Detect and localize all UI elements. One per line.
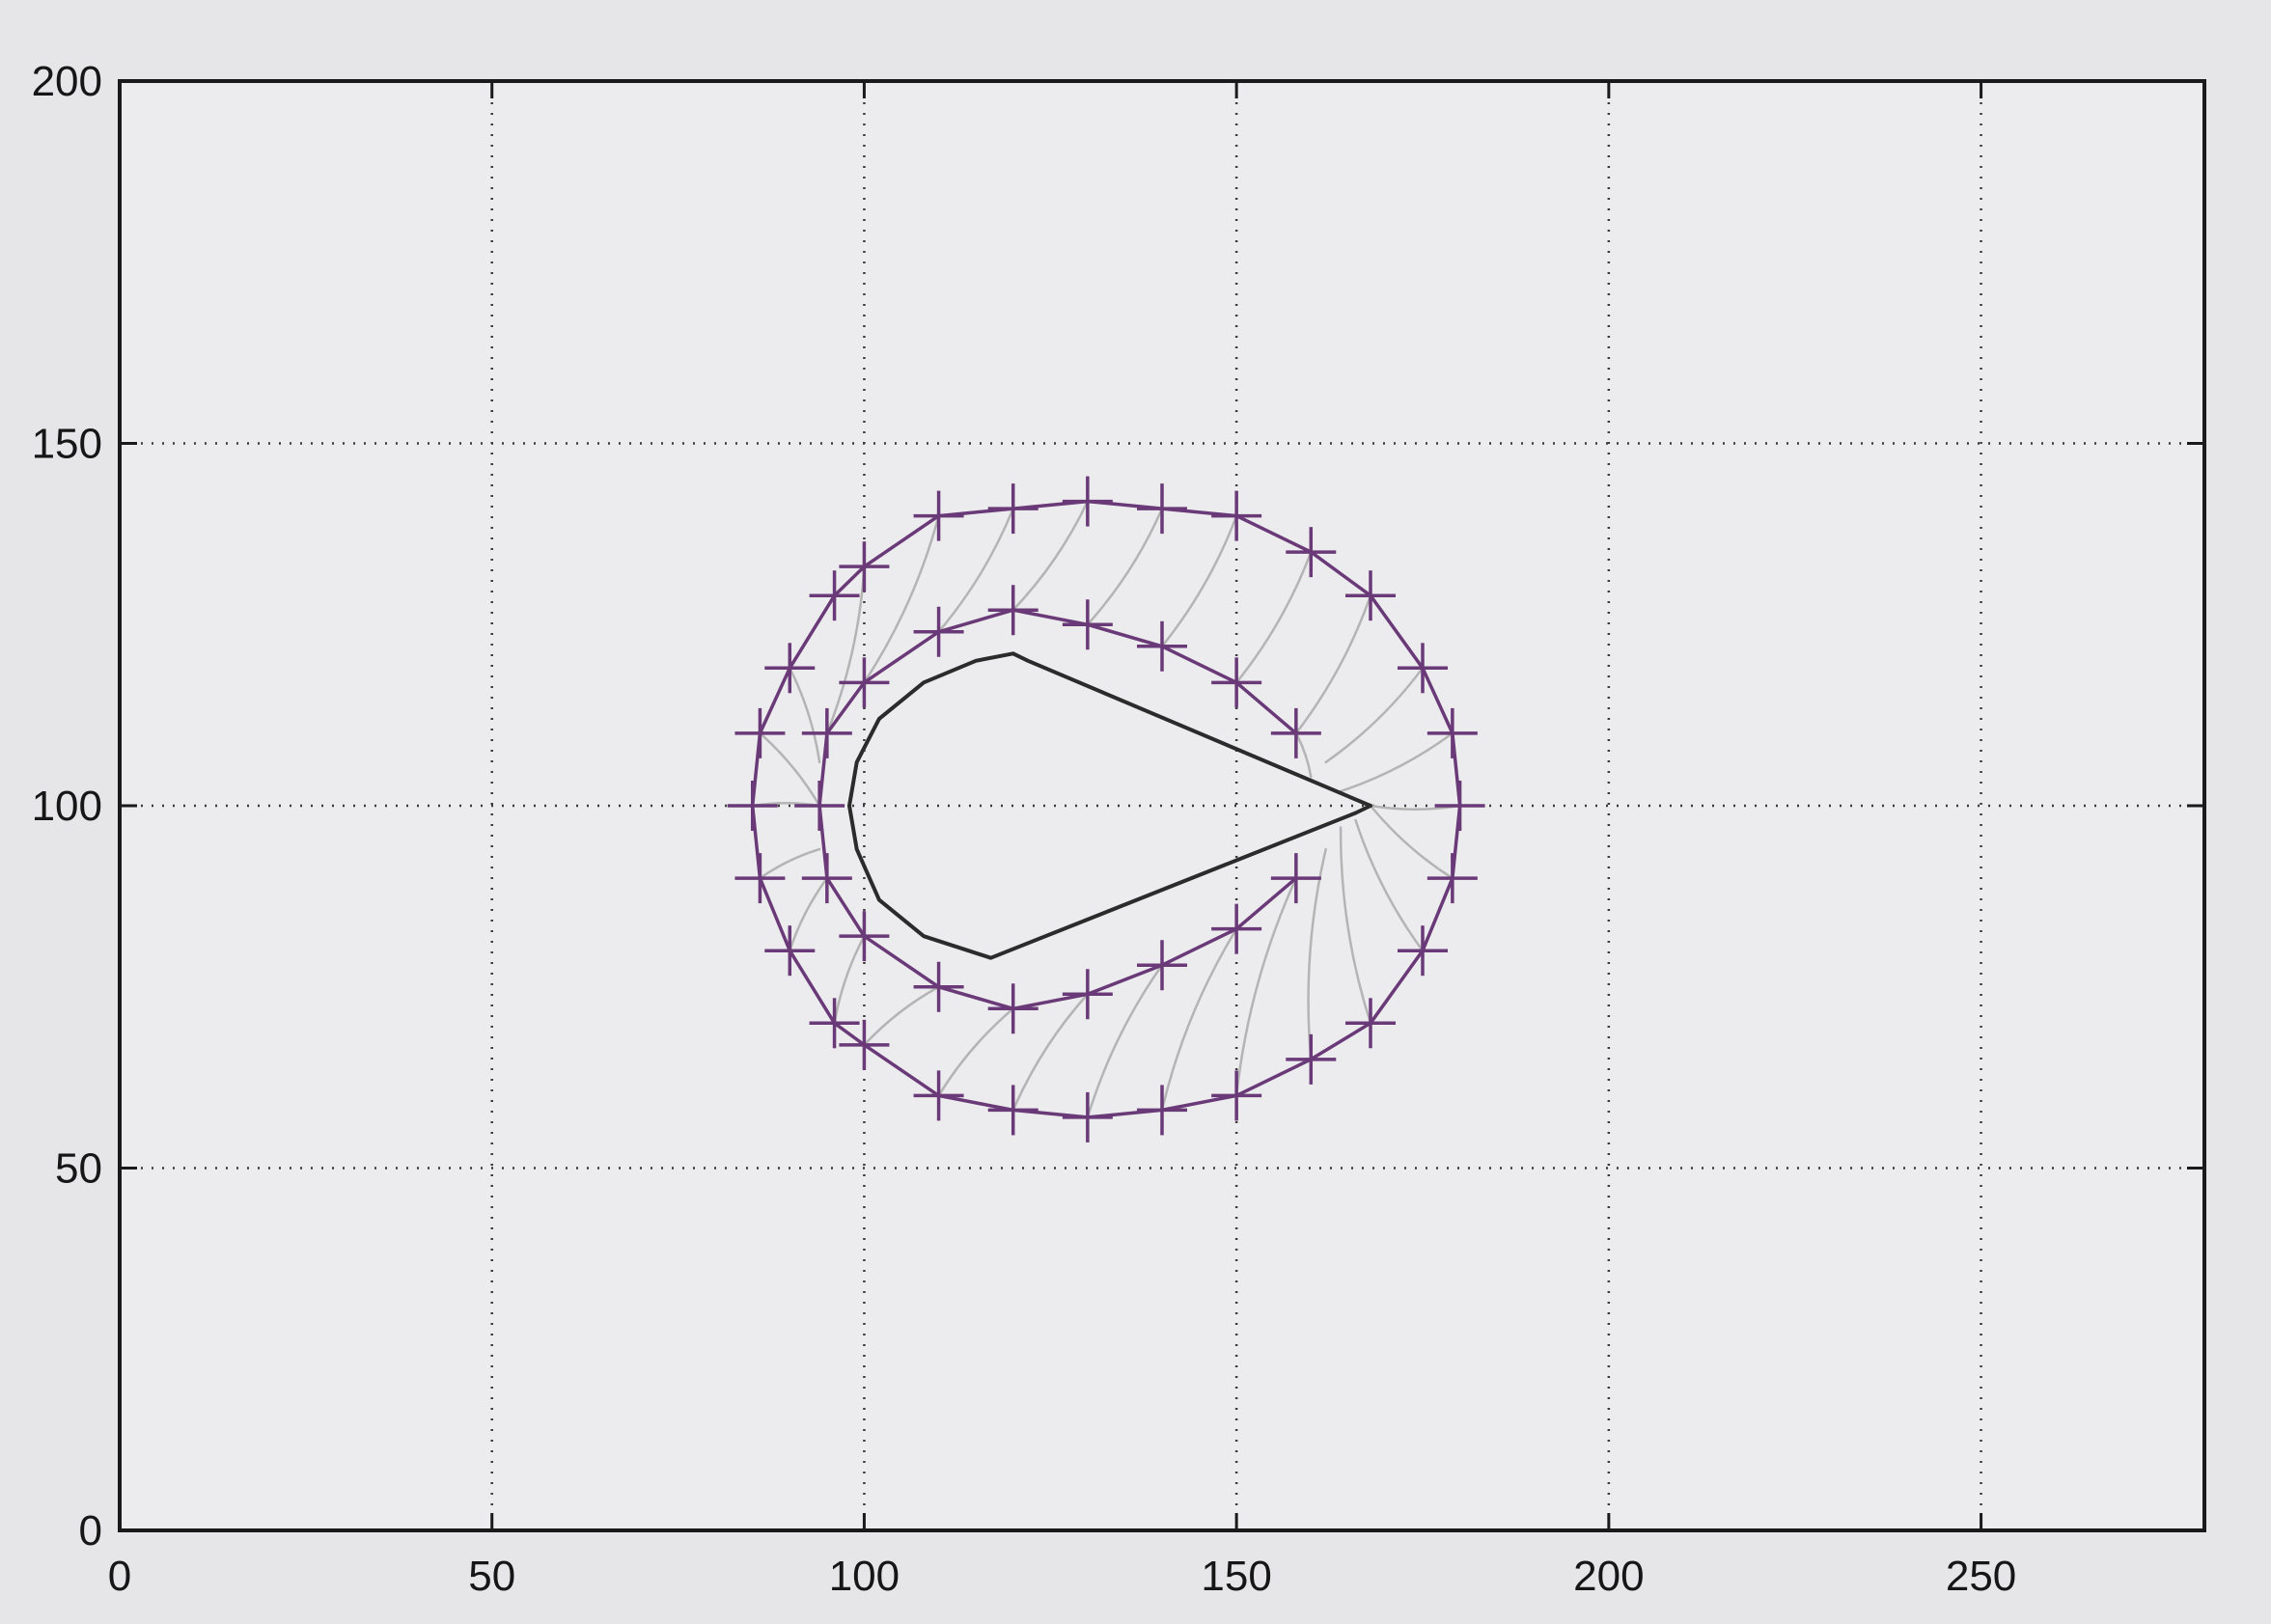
connector-line-7 (1086, 507, 1164, 626)
y-tick-label-0: 0 (79, 1507, 102, 1555)
series-0-point-10 (839, 541, 890, 592)
series-0-point-16 (764, 925, 816, 977)
series-0-point-1 (1426, 707, 1478, 758)
series-1-point-12 (987, 983, 1039, 1034)
connector-line-21 (1086, 963, 1164, 1119)
series-0-point-3 (1345, 570, 1396, 621)
series-1-point-0 (1270, 707, 1321, 758)
x-tick-label-200: 200 (1573, 1553, 1644, 1600)
connector-line-9 (937, 507, 1014, 634)
grid-lines (120, 81, 2204, 1530)
connector-line-2 (1324, 667, 1425, 764)
series-0-point-8 (987, 483, 1039, 535)
connector-line-15 (759, 847, 821, 880)
series-0-point-4 (1286, 527, 1337, 578)
x-tick-label-250: 250 (1946, 1553, 2016, 1600)
connector-line-22 (1160, 927, 1238, 1112)
series-1-point-4 (987, 585, 1039, 636)
series-1-point-8 (794, 781, 845, 831)
connector-line-20 (1011, 993, 1090, 1112)
connector-line-19 (937, 1007, 1014, 1097)
y-tick-label-100: 100 (32, 783, 102, 830)
series-0-point-23 (1211, 1070, 1262, 1121)
series-1-point-2 (1137, 620, 1187, 672)
series-0-point-22 (1137, 1085, 1187, 1136)
series-1-point-6 (839, 657, 890, 708)
series-0-point-12 (764, 643, 816, 694)
series-1-point-13 (1062, 969, 1113, 1020)
x-tick-label-100: 100 (829, 1553, 900, 1600)
series-0-point-15 (734, 853, 786, 904)
pencil-connector-lines (751, 500, 1461, 1119)
y-tick-label-150: 150 (32, 421, 102, 468)
series-0-point-17 (809, 998, 860, 1049)
series-0-point-9 (913, 490, 964, 541)
series-1-point-10 (839, 911, 890, 962)
series-0-point-25 (1345, 998, 1396, 1049)
connector-line-3 (1294, 731, 1313, 779)
connector-line-23 (1234, 876, 1298, 1097)
tick-labels: 0 50 100 150 200 250 0 50 100 150 200 (32, 58, 2017, 1600)
series-0-point-11 (809, 570, 860, 621)
series-0-point-0 (1434, 781, 1485, 831)
series-1-point-16 (1270, 853, 1321, 904)
connector-line-16 (789, 876, 829, 952)
series-0-point-2 (1398, 643, 1448, 694)
x-tick-label-150: 150 (1201, 1553, 1271, 1600)
y-tick-label-50: 50 (55, 1145, 102, 1193)
connector-line-17 (833, 934, 866, 1025)
connector-line-10 (863, 514, 940, 684)
series-1-point-15 (1211, 903, 1262, 954)
series-0-point-18 (839, 1019, 890, 1070)
connector-line-8 (1011, 500, 1090, 612)
series-line-2 (847, 651, 1372, 960)
series-1-point-9 (801, 853, 852, 904)
connector-line-27 (1369, 804, 1454, 880)
series-1-point-3 (1062, 599, 1113, 650)
axis-ticks (118, 79, 2204, 1532)
connector-line-6 (1160, 514, 1238, 648)
series-0-point-13 (734, 707, 786, 758)
connector-line-12 (789, 667, 821, 764)
connector-line-1 (1339, 731, 1454, 793)
connector-line-18 (863, 985, 940, 1047)
y-tick-label-200: 200 (32, 58, 102, 105)
series-0-point-6 (1137, 483, 1187, 535)
series-0-point-26 (1398, 925, 1448, 977)
series-0-point-20 (987, 1085, 1039, 1136)
series-1-point-7 (801, 707, 852, 758)
series-1-point-11 (913, 961, 964, 1012)
connector-line-4 (1294, 593, 1372, 735)
series-0-point-14 (727, 781, 778, 831)
series-1-point-14 (1137, 940, 1187, 991)
series-1-point-5 (913, 606, 964, 657)
series-0-point-24 (1286, 1033, 1337, 1085)
series-0-point-5 (1211, 490, 1262, 541)
x-tick-label-50: 50 (468, 1553, 515, 1600)
series-0-point-21 (1062, 1091, 1113, 1142)
connector-line-24 (1307, 847, 1327, 1061)
connector-line-26 (1354, 818, 1425, 952)
series-1-point-1 (1211, 657, 1262, 708)
connector-line-13 (759, 731, 821, 808)
series-0-point-7 (1062, 476, 1113, 527)
series-0-point-27 (1426, 853, 1478, 904)
connector-line-5 (1234, 550, 1313, 684)
x-tick-label-0: 0 (108, 1553, 131, 1600)
series-0-point-19 (913, 1070, 964, 1121)
series-group (727, 476, 1485, 1142)
connector-line-25 (1339, 826, 1372, 1025)
